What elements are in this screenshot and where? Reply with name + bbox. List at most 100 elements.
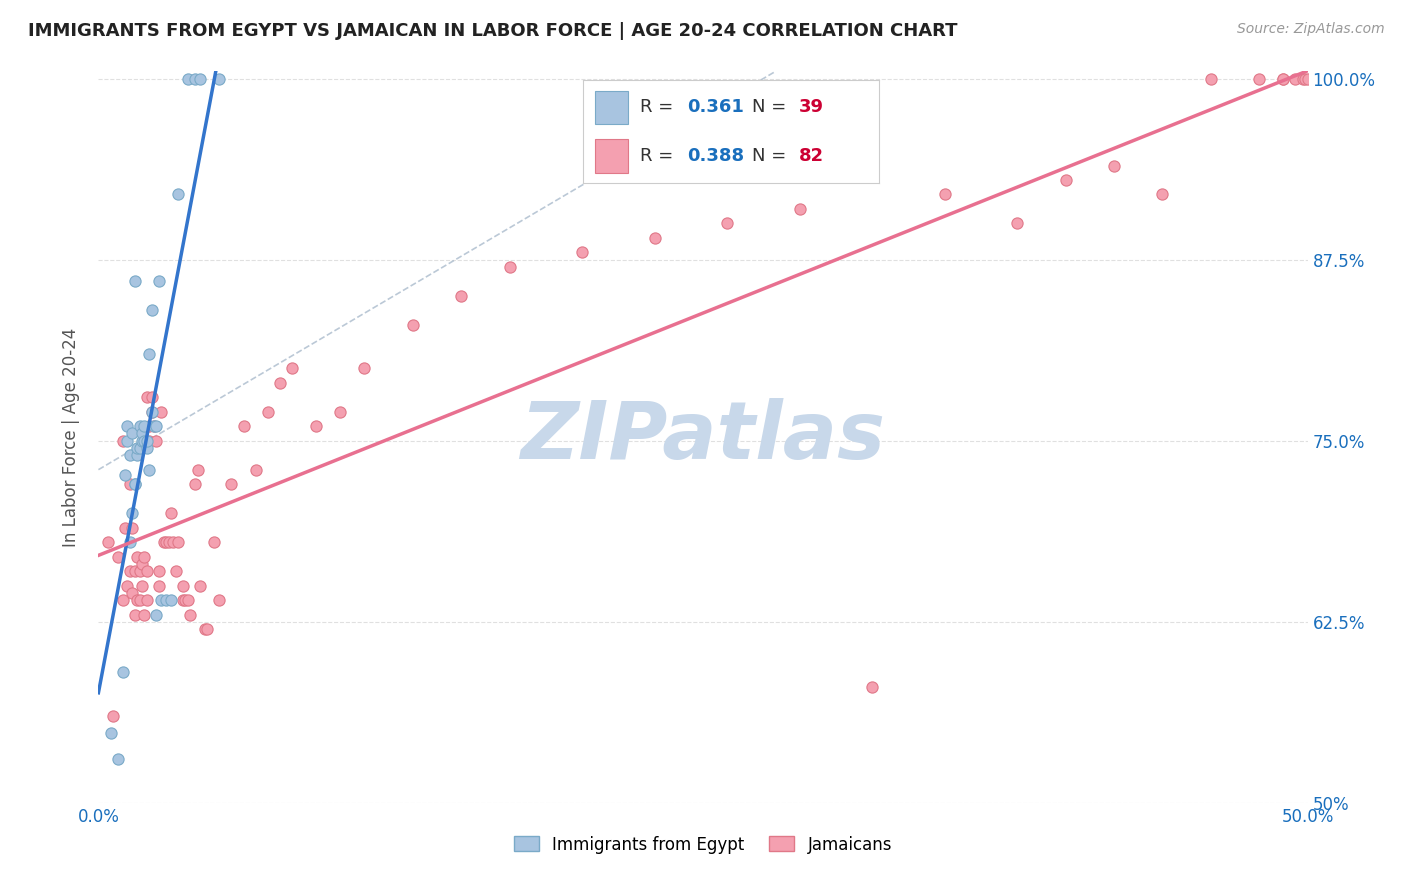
Point [111,434,134,448]
Point [138,434,160,448]
Text: 39: 39 [799,98,824,117]
Point [134,549,156,564]
Point [177,71,200,86]
Point [152,535,174,549]
Point [124,477,146,491]
Point [269,376,291,390]
Point [128,441,150,455]
Point [100,726,122,740]
Point [121,520,143,534]
Point [155,535,177,549]
Point [1199,71,1222,86]
Text: 0.388: 0.388 [688,146,744,165]
Point [121,426,143,441]
Point [1054,173,1077,187]
Point [174,593,197,607]
Point [934,187,956,202]
Point [131,578,153,592]
Point [124,564,146,578]
Point [127,448,149,462]
Point [128,564,150,578]
Y-axis label: In Labor Force | Age 20-24: In Labor Force | Age 20-24 [62,327,80,547]
Point [188,578,211,592]
Text: R =: R = [640,146,679,165]
Point [97,535,120,549]
Point [1296,71,1319,86]
Point [281,361,304,376]
Point [107,752,129,766]
Point [571,245,593,260]
Point [131,434,153,448]
Point [138,419,160,434]
Point [118,477,141,491]
Point [148,274,170,288]
Text: N =: N = [752,98,792,117]
Point [107,549,129,564]
Point [143,419,166,434]
Point [157,535,180,549]
Point [179,607,201,622]
Point [716,216,738,230]
Point [167,535,190,549]
Point [127,549,149,564]
Point [131,557,153,571]
Point [138,463,160,477]
FancyBboxPatch shape [595,139,627,173]
Point [117,434,139,448]
Point [141,405,163,419]
Point [789,202,811,216]
Point [118,448,141,462]
Point [124,607,146,622]
Point [135,434,157,448]
Point [1294,71,1316,86]
Point [172,578,194,592]
Point [165,564,187,578]
Point [402,318,425,332]
Point [208,593,231,607]
Point [1272,71,1295,86]
Point [135,593,157,607]
Point [184,71,207,86]
Point [245,463,267,477]
Point [187,463,209,477]
Point [138,347,160,361]
Point [114,520,136,534]
Point [128,593,150,607]
Point [148,578,170,592]
Point [644,231,666,245]
Point [177,593,200,607]
Point [145,419,167,434]
Point [167,187,190,202]
Point [860,680,883,694]
Point [353,361,375,376]
Point [155,593,177,607]
Point [256,405,278,419]
Point [1284,71,1306,86]
Point [134,419,156,434]
Point [117,578,139,592]
Point [117,419,139,434]
Point [1249,71,1271,86]
Point [141,303,163,318]
Point [134,434,156,448]
Point [1102,159,1125,173]
Point [111,593,134,607]
Point [498,260,520,274]
Point [135,441,157,455]
Point [141,390,163,404]
Legend: Immigrants from Egypt, Jamaicans: Immigrants from Egypt, Jamaicans [508,829,898,860]
Point [195,622,218,636]
Text: R =: R = [640,98,679,117]
Point [221,477,243,491]
Text: IMMIGRANTS FROM EGYPT VS JAMAICAN IN LABOR FORCE | AGE 20-24 CORRELATION CHART: IMMIGRANTS FROM EGYPT VS JAMAICAN IN LAB… [28,22,957,40]
Point [184,477,207,491]
Point [232,419,254,434]
Point [1007,216,1029,230]
Point [148,564,170,578]
Point [160,593,183,607]
Point [118,564,141,578]
Text: 0.361: 0.361 [688,98,744,117]
Point [450,289,472,303]
Point [114,468,136,483]
Text: 82: 82 [799,146,824,165]
